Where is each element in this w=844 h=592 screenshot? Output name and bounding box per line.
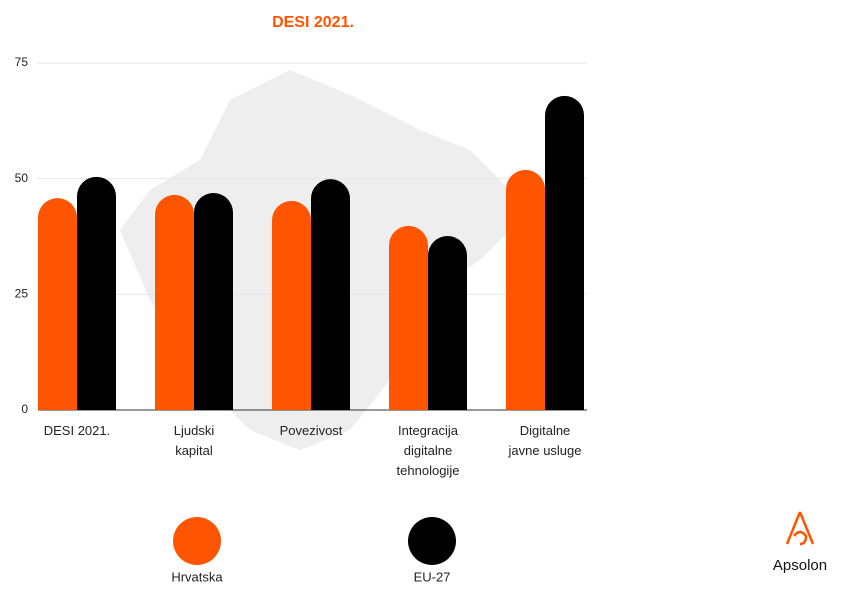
bar xyxy=(155,194,194,410)
x-tick-label: DESI 2021. xyxy=(44,423,111,438)
bar xyxy=(311,179,350,410)
bar xyxy=(77,176,116,410)
bar xyxy=(389,225,428,410)
x-tick-label-line: Ljudski xyxy=(174,423,215,438)
y-tick-label: 0 xyxy=(21,402,28,416)
legend-swatch xyxy=(173,517,221,565)
bar xyxy=(506,169,545,410)
logo-text: Apsolon xyxy=(773,557,827,574)
legend-swatch xyxy=(408,517,456,565)
x-tick-label: Digitalne javne usluge xyxy=(508,423,582,458)
x-tick-label: Integracija digitalne tehnologije xyxy=(397,423,460,478)
y-tick-label: 75 xyxy=(15,55,29,69)
x-tick-label-line: kapital xyxy=(175,443,213,458)
x-tick-label-line: tehnologije xyxy=(397,463,460,478)
bar xyxy=(428,236,467,410)
x-tick-label-line: Digitalne xyxy=(520,423,571,438)
chart-title: DESI 2021. xyxy=(272,14,354,31)
bar xyxy=(272,200,311,410)
logo-icon xyxy=(785,511,815,546)
legend-label: EU-27 xyxy=(414,569,451,584)
x-tick-label-line: Povezivost xyxy=(280,423,343,438)
x-tick-label-line: digitalne xyxy=(404,443,452,458)
x-tick-label-line: javne usluge xyxy=(508,443,582,458)
x-tick-label-line: Integracija xyxy=(398,423,459,438)
bar xyxy=(194,193,233,410)
logo: Apsolon xyxy=(773,511,827,574)
y-tick-label: 50 xyxy=(15,171,29,185)
x-tick-label: Ljudski kapital xyxy=(174,423,215,458)
legend-label: Hrvatska xyxy=(171,569,223,584)
x-tick-label-line: DESI 2021. xyxy=(44,423,111,438)
bar xyxy=(545,95,584,410)
bar xyxy=(38,198,77,410)
x-tick-label: Povezivost xyxy=(280,423,343,438)
y-tick-label: 25 xyxy=(15,287,29,301)
